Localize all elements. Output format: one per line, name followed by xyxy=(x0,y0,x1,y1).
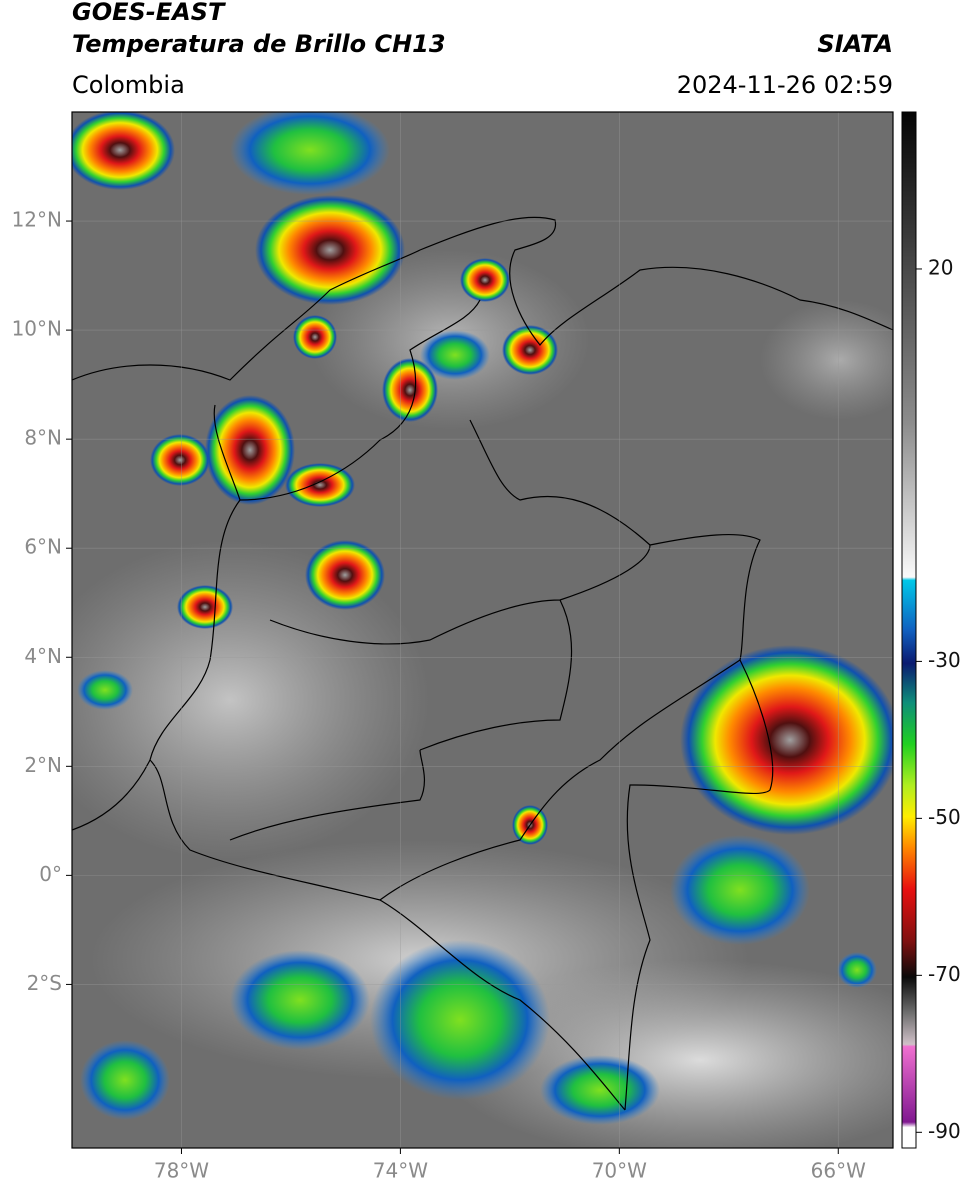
graticule xyxy=(72,112,893,1148)
y-tick-label: 6°N xyxy=(24,535,62,559)
y-tick-label: 12°N xyxy=(12,208,62,232)
timestamp: 2024-11-26 02:59 xyxy=(677,71,893,99)
x-tick-label: 66°W xyxy=(811,1159,866,1183)
colorbar-label: -90 xyxy=(928,1119,961,1143)
y-tick-label: 10°N xyxy=(12,317,62,341)
x-tick-label: 70°W xyxy=(592,1159,647,1183)
title: GOES-EAST xyxy=(72,0,226,26)
colorbar-label: 20 xyxy=(928,255,953,279)
y-tick-label: 0° xyxy=(39,862,62,886)
y-tick-label: 4°N xyxy=(24,644,62,668)
x-tick-label: 74°W xyxy=(373,1159,428,1183)
region: Colombia xyxy=(72,71,185,99)
colorbar-label: -50 xyxy=(928,805,961,829)
source: SIATA xyxy=(817,30,893,58)
map-imagery xyxy=(72,112,893,1148)
y-tick-label: 2°S xyxy=(27,971,62,995)
colorbar xyxy=(901,111,917,1149)
x-tick-label: 78°W xyxy=(154,1159,209,1183)
subtitle: Temperatura de Brillo CH13 xyxy=(72,30,446,58)
y-tick-label: 8°N xyxy=(24,426,62,450)
colorbar-label: -70 xyxy=(928,962,961,986)
map-frame xyxy=(71,111,894,1149)
colorbar-label: -30 xyxy=(928,648,961,672)
y-tick-label: 2°N xyxy=(24,753,62,777)
